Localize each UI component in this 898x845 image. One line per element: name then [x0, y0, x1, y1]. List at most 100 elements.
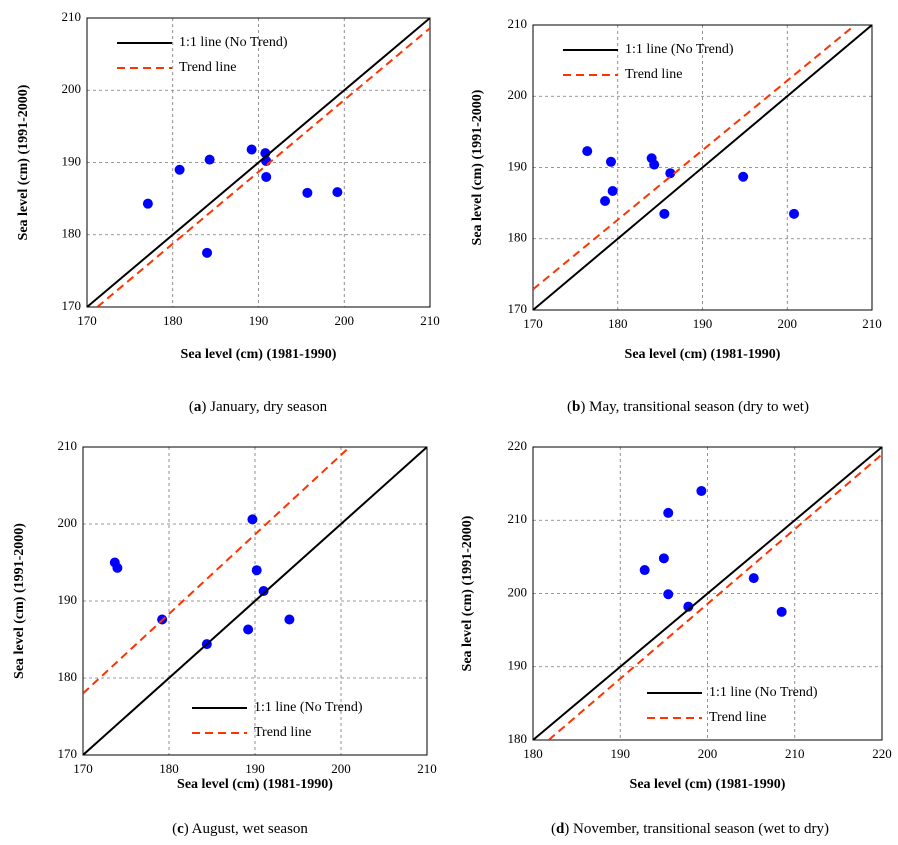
point [582, 146, 593, 157]
x-tick-label: 200 [335, 313, 355, 328]
y-tick-label: 190 [508, 158, 528, 173]
x-tick-label: 220 [872, 746, 892, 761]
point [112, 562, 123, 573]
caption-paren: ( [172, 821, 177, 837]
y-tick-label: 180 [58, 669, 78, 684]
panel: 170 180 190 200 210 170 180 190 200 210 1:1 line (… [16, 9, 440, 415]
point [261, 156, 272, 167]
panel: 170 180 190 200 210 170 180 190 200 210 1:1 line (… [12, 438, 437, 837]
line [548, 453, 882, 740]
point [607, 186, 618, 197]
x-tick-label: 210 [785, 746, 805, 761]
legend-label: 1:1 line (No Trend) [254, 700, 363, 715]
x-tick-label: 190 [249, 313, 269, 328]
y-tick-label: 200 [58, 515, 78, 530]
caption: (c) August, wet season [172, 821, 308, 837]
y-axis-title: Sea level (cm) (1991-2000) [16, 84, 31, 240]
y-axis-title: Sea level (cm) (1991-2000) [470, 89, 485, 245]
x-tick-label: 210 [420, 313, 440, 328]
y-tick-label: 190 [508, 658, 528, 673]
y-tick-label: 180 [62, 226, 82, 241]
caption: (b) May, transitional season (dry to wet… [567, 399, 809, 415]
x-tick-label: 170 [523, 316, 543, 331]
line [96, 27, 430, 307]
y-axis-title: Sea level (cm) (1991-2000) [460, 515, 475, 671]
point [261, 171, 272, 182]
caption: (d) November, transitional season (wet t… [551, 821, 829, 837]
caption-text: November, transitional season (wet to dr… [573, 821, 829, 837]
caption-label: c [177, 821, 184, 837]
caption-text: August, wet season [192, 821, 309, 837]
point [659, 208, 670, 219]
legend-label: 1:1 line (No Trend) [179, 35, 288, 50]
line [533, 25, 872, 310]
point [789, 208, 800, 219]
x-tick-label: 200 [331, 761, 351, 776]
caption-label: a [194, 399, 202, 415]
y-tick-label: 210 [58, 438, 78, 453]
y-tick-label: 170 [58, 746, 78, 761]
caption-label: d [556, 821, 565, 837]
line [83, 447, 351, 695]
caption-paren: ( [567, 399, 572, 415]
line [87, 18, 430, 307]
x-tick-label: 180 [159, 761, 179, 776]
x-tick-label: 170 [73, 761, 93, 776]
point [202, 247, 213, 258]
point [658, 553, 669, 564]
x-axis-title: Sea level (cm) (1981-1990) [630, 777, 786, 792]
point [246, 144, 257, 155]
point [284, 614, 295, 625]
legend-label: Trend line [625, 67, 682, 82]
point [639, 565, 650, 576]
x-tick-label: 180 [523, 746, 543, 761]
point [332, 187, 343, 198]
caption-text: January, dry season [210, 399, 327, 415]
y-tick-label: 200 [508, 87, 528, 102]
line [533, 25, 856, 291]
y-tick-label: 170 [62, 298, 82, 313]
x-tick-label: 190 [611, 746, 631, 761]
y-tick-label: 180 [508, 230, 528, 245]
plot-frame [532, 446, 883, 741]
plot-frame [532, 24, 873, 311]
x-tick-label: 190 [245, 761, 265, 776]
y-tick-label: 210 [508, 16, 528, 31]
x-tick-label: 210 [862, 316, 882, 331]
y-tick-label: 170 [508, 301, 528, 316]
legend-label: Trend line [709, 710, 766, 725]
legend-label: Trend line [179, 60, 236, 75]
x-axis-title: Sea level (cm) (1981-1990) [181, 347, 337, 362]
point [665, 168, 676, 179]
x-tick-label: 210 [417, 761, 437, 776]
point [683, 601, 694, 612]
y-tick-label: 220 [508, 438, 528, 453]
point [251, 565, 262, 576]
point [600, 195, 611, 206]
y-tick-label: 210 [508, 511, 528, 526]
y-tick-label: 190 [62, 153, 82, 168]
point [174, 164, 185, 175]
caption-paren: ) [564, 821, 573, 837]
panel: 170 180 190 200 210 170 180 190 200 210 1:1 line (… [470, 16, 882, 415]
caption-paren: ) [201, 399, 210, 415]
x-tick-label: 180 [608, 316, 628, 331]
y-tick-label: 210 [62, 9, 82, 24]
x-tick-label: 180 [163, 313, 183, 328]
point [204, 154, 215, 165]
x-axis-title: Sea level (cm) (1981-1990) [625, 347, 781, 362]
y-tick-label: 200 [62, 81, 82, 96]
point [605, 156, 616, 167]
point [258, 585, 269, 596]
legend-label: 1:1 line (No Trend) [709, 685, 818, 700]
point [302, 187, 313, 198]
legend-label: Trend line [254, 725, 311, 740]
plot-frame [86, 17, 431, 308]
caption-label: b [572, 399, 580, 415]
x-axis-title: Sea level (cm) (1981-1990) [177, 777, 333, 792]
caption-paren: ( [551, 821, 556, 837]
point [748, 573, 759, 584]
x-tick-label: 190 [693, 316, 713, 331]
